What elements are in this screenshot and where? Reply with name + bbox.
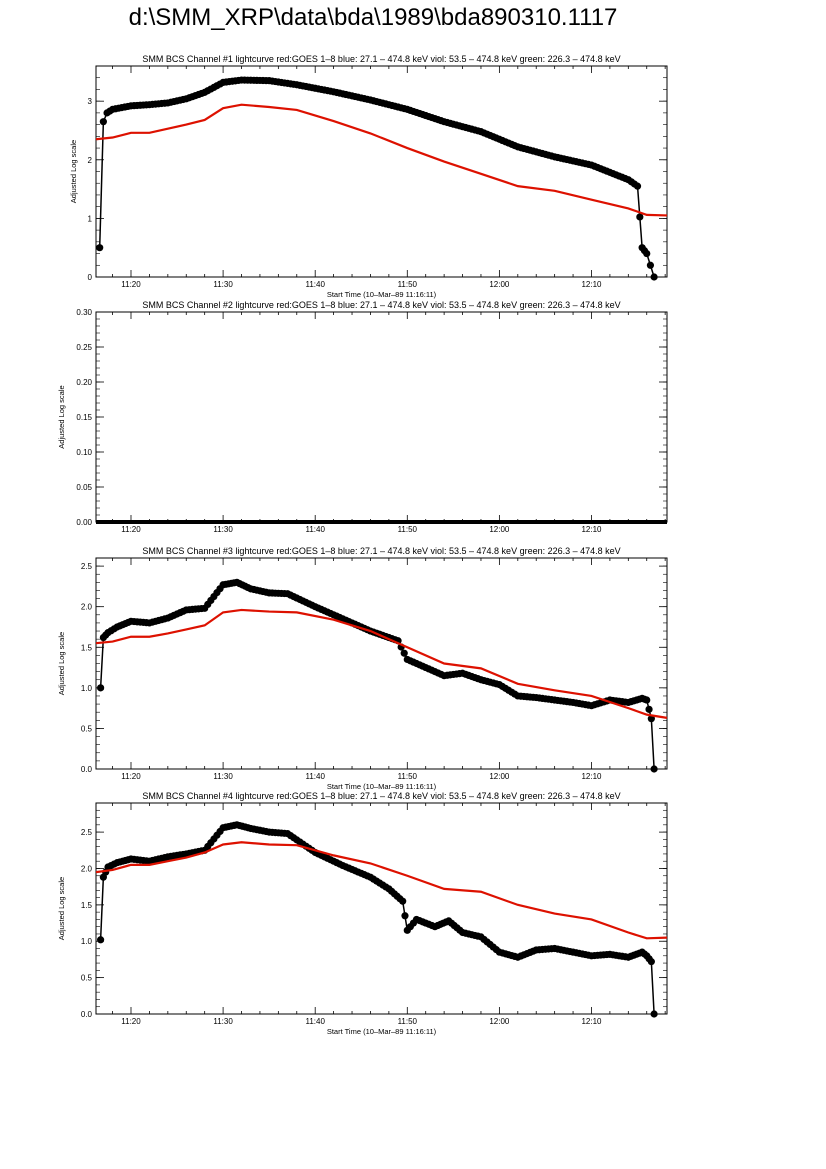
series-goes-line	[96, 841, 668, 940]
y-tick-label: 1	[88, 214, 93, 223]
chart-panel-1: SMM BCS Channel #1 lightcurve red:GOES 1…	[69, 54, 668, 299]
y-tick-label: 1.5	[81, 643, 93, 652]
y-tick-label: 0.5	[81, 974, 93, 983]
data-point	[400, 649, 408, 657]
x-tick-label: 12:00	[489, 1017, 510, 1026]
x-tick-label: 12:10	[581, 280, 602, 289]
plot-area	[96, 821, 668, 1018]
data-point	[643, 696, 651, 704]
y-axis-label: Adjusted Log scale	[57, 632, 66, 695]
x-tick-label: 11:20	[121, 525, 141, 534]
data-point	[645, 705, 653, 713]
x-tick-label: 11:50	[398, 280, 418, 289]
data-point	[650, 1010, 658, 1018]
y-tick-label: 0.0	[81, 1010, 93, 1019]
y-tick-label: 0.5	[81, 724, 93, 733]
chart-title: SMM BCS Channel #4 lightcurve red:GOES 1…	[142, 791, 620, 801]
x-tick-label: 11:40	[305, 772, 325, 781]
series-bcs-line	[98, 79, 655, 278]
y-tick-label: 2.0	[81, 864, 93, 873]
y-tick-label: 0.30	[76, 308, 92, 317]
x-tick-label: 11:20	[121, 1017, 141, 1026]
y-axis-label: Adjusted Log scale	[57, 385, 66, 448]
chart-title: SMM BCS Channel #3 lightcurve red:GOES 1…	[142, 546, 620, 556]
page-title: d:\SMM_XRP\data\bda\1989\bda890310.1117	[128, 4, 618, 31]
data-point	[650, 273, 658, 281]
data-point	[643, 249, 651, 258]
data-point	[96, 244, 104, 252]
x-tick-label: 12:00	[489, 525, 510, 534]
y-tick-label: 2.5	[81, 562, 93, 571]
x-tick-label: 11:40	[305, 525, 325, 534]
y-tick-label: 0.25	[76, 343, 92, 352]
x-tick-label: 12:10	[581, 525, 602, 534]
plot-frame	[95, 557, 668, 770]
x-axis-label: Start Time (10–Mar–89 11:16:11)	[327, 782, 437, 791]
x-tick-label: 11:30	[213, 772, 233, 781]
y-tick-label: 2.0	[81, 603, 93, 612]
plot-frame	[95, 802, 668, 1015]
data-point	[647, 958, 655, 966]
x-tick-label: 12:10	[581, 772, 602, 781]
x-axis-label: Start Time (10–Mar–89 11:16:11)	[327, 1027, 437, 1036]
x-tick-label: 11:50	[398, 525, 418, 534]
y-tick-label: 0.15	[76, 413, 92, 422]
chart-title: SMM BCS Channel #2 lightcurve red:GOES 1…	[142, 300, 620, 310]
x-tick-label: 12:00	[489, 280, 510, 289]
x-axis-label: Start Time (10–Mar–89 11:16:11)	[327, 290, 437, 299]
x-tick-label: 11:50	[398, 772, 418, 781]
chart-panel-3: SMM BCS Channel #3 lightcurve red:GOES 1…	[57, 546, 668, 791]
data-point	[97, 936, 105, 944]
x-tick-label: 11:20	[121, 280, 141, 289]
y-tick-label: 0.20	[76, 378, 92, 387]
x-tick-label: 11:40	[305, 280, 325, 289]
y-tick-label: 2	[88, 156, 93, 165]
data-point	[97, 684, 105, 692]
y-tick-label: 2.5	[81, 828, 93, 837]
x-tick-label: 11:30	[213, 525, 233, 534]
plot-area	[96, 76, 668, 281]
y-tick-label: 0.00	[76, 518, 92, 527]
x-tick-label: 11:30	[213, 280, 233, 289]
x-tick-label: 11:30	[213, 1017, 233, 1026]
series-goes-line	[96, 103, 668, 217]
plot-frame	[95, 311, 668, 523]
data-point	[399, 897, 407, 905]
data-point	[633, 182, 642, 190]
data-point	[650, 765, 658, 773]
x-tick-label: 11:40	[305, 1017, 325, 1026]
y-tick-label: 1.0	[81, 937, 93, 946]
y-tick-label: 0.0	[81, 765, 93, 774]
data-point	[646, 261, 655, 269]
y-axis-label: Adjusted Log scale	[69, 140, 78, 203]
y-tick-label: 1.5	[81, 901, 93, 910]
series-goes-line	[96, 608, 668, 719]
data-point	[99, 118, 107, 126]
data-point	[401, 912, 409, 920]
data-point	[647, 715, 655, 723]
x-tick-label: 12:00	[489, 772, 510, 781]
y-tick-label: 1.0	[81, 684, 93, 693]
y-tick-label: 0.05	[76, 483, 92, 492]
plot-area	[96, 578, 668, 773]
chart-panel-4: SMM BCS Channel #4 lightcurve red:GOES 1…	[57, 791, 668, 1036]
x-tick-label: 11:50	[398, 1017, 418, 1026]
data-point	[636, 213, 644, 221]
x-tick-label: 12:10	[581, 1017, 602, 1026]
y-tick-label: 0.10	[76, 448, 92, 457]
y-tick-label: 0	[88, 273, 93, 282]
chart-title: SMM BCS Channel #1 lightcurve red:GOES 1…	[142, 54, 620, 64]
y-axis-label: Adjusted Log scale	[57, 877, 66, 940]
chart-panel-2: SMM BCS Channel #2 lightcurve red:GOES 1…	[57, 300, 668, 534]
y-tick-label: 3	[88, 97, 93, 106]
x-tick-label: 11:20	[121, 772, 141, 781]
